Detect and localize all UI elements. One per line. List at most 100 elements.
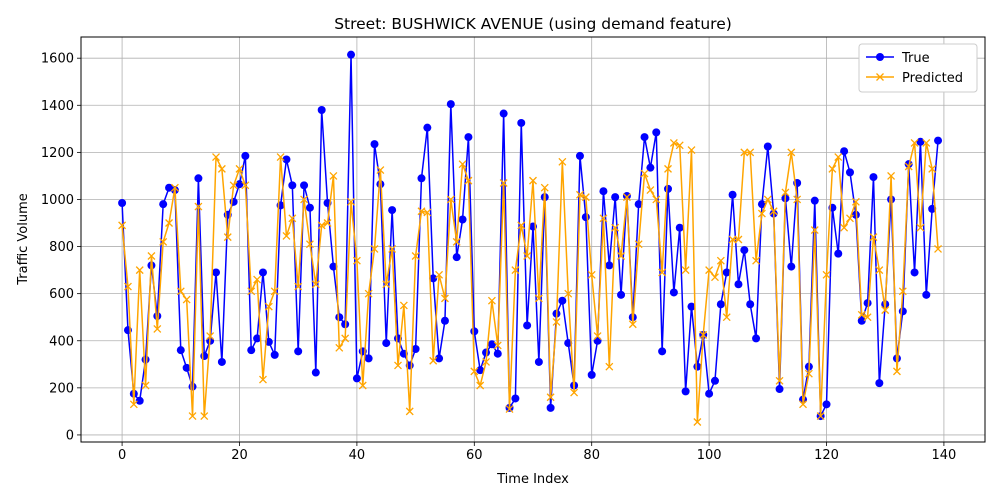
data-point-predicted <box>752 256 761 265</box>
data-point-true <box>646 163 655 172</box>
data-point-predicted <box>194 202 203 211</box>
data-point-predicted <box>799 400 807 409</box>
axis-ticks: 0 20 40 60 80 100 120 1400200400600800100012001… <box>41 52 956 463</box>
data-point-true <box>470 327 479 336</box>
data-point-true <box>875 379 884 388</box>
data-point-predicted <box>611 223 620 232</box>
data-point-predicted <box>282 232 291 240</box>
data-point-true <box>446 100 455 109</box>
data-point-predicted <box>376 166 385 174</box>
data-point-predicted <box>928 164 937 173</box>
data-point-predicted <box>711 273 719 282</box>
data-point-true <box>787 262 796 271</box>
data-point-predicted <box>664 164 672 173</box>
data-point-true <box>617 290 626 299</box>
data-point-true <box>476 366 485 375</box>
data-point-predicted <box>511 266 520 275</box>
data-point-true <box>687 302 696 311</box>
data-point-predicted <box>869 233 878 242</box>
data-point-true <box>857 316 866 325</box>
data-point-predicted <box>288 214 297 223</box>
data-point-true <box>934 136 943 145</box>
data-point-predicted <box>804 369 813 378</box>
data-point-predicted <box>499 179 508 187</box>
data-point-predicted <box>300 195 309 204</box>
data-point-predicted <box>247 287 256 296</box>
data-point-predicted <box>311 280 320 289</box>
data-point-predicted <box>417 207 426 216</box>
data-point-true <box>352 374 361 383</box>
x-tick-label: 20 <box>231 448 248 463</box>
data-point-predicted <box>863 313 872 322</box>
legend-predicted-marker <box>876 73 884 81</box>
data-point-true <box>834 249 843 258</box>
data-point-predicted <box>223 233 232 242</box>
data-point-predicted <box>534 294 543 303</box>
data-point-predicted <box>728 235 737 244</box>
data-point-predicted <box>546 393 555 402</box>
data-point-true <box>135 396 144 405</box>
data-point-predicted <box>165 219 174 227</box>
data-point-predicted <box>482 357 490 366</box>
data-point-true <box>382 339 391 348</box>
data-point-predicted <box>323 219 332 227</box>
data-point-predicted <box>587 270 596 279</box>
data-point-predicted <box>440 294 449 303</box>
data-point-predicted <box>904 162 913 171</box>
data-point-predicted <box>898 287 907 296</box>
data-point-predicted <box>851 197 860 206</box>
x-tick-label: 120 <box>814 448 839 463</box>
data-point-predicted <box>576 190 584 199</box>
data-point-predicted <box>399 301 408 310</box>
data-point-predicted <box>341 334 350 343</box>
data-point-predicted <box>570 388 579 397</box>
data-point-predicted <box>822 270 831 279</box>
data-point-predicted <box>411 252 420 260</box>
data-point-predicted <box>640 169 649 178</box>
data-point-predicted <box>793 195 802 204</box>
data-point-true <box>452 253 461 262</box>
data-point-predicted <box>681 266 690 275</box>
data-point-true <box>282 155 291 164</box>
data-point-true <box>517 118 526 127</box>
series-line-predicted <box>121 142 939 423</box>
data-point-predicted <box>423 208 432 217</box>
data-point-true <box>423 123 432 132</box>
data-point-predicted <box>722 313 731 322</box>
data-point-true <box>910 268 919 277</box>
data-point-predicted <box>458 160 467 169</box>
data-point-true <box>241 151 250 160</box>
data-point-predicted <box>388 244 397 253</box>
data-point-true <box>511 394 520 403</box>
data-point-predicted <box>129 400 138 409</box>
data-point-predicted <box>910 138 919 147</box>
data-point-true <box>564 339 573 348</box>
legend-true-marker <box>876 53 884 61</box>
data-point-true <box>435 354 444 363</box>
data-point-predicted <box>781 188 790 197</box>
data-point-true <box>640 133 649 142</box>
data-point-predicted <box>540 183 549 192</box>
data-point-predicted <box>746 148 755 157</box>
data-point-predicted <box>734 235 743 244</box>
data-point-true <box>763 142 772 151</box>
data-point-true <box>757 200 766 209</box>
data-point-true <box>329 262 338 271</box>
data-point-predicted <box>487 296 496 305</box>
data-point-predicted <box>705 266 714 275</box>
data-point-predicted <box>593 332 602 341</box>
data-point-predicted <box>775 376 784 385</box>
y-tick-label: 1600 <box>41 52 74 67</box>
x-tick-label: 140 <box>931 448 956 463</box>
data-point-predicted <box>840 223 849 232</box>
data-point-predicted <box>934 244 942 253</box>
data-point-predicted <box>669 138 678 147</box>
data-point-predicted <box>370 244 379 253</box>
data-point-true <box>587 370 596 379</box>
data-point-predicted <box>658 268 667 277</box>
data-point-predicted <box>135 266 144 275</box>
data-point-true <box>916 137 925 146</box>
data-point-predicted <box>270 287 279 296</box>
data-point-predicted <box>435 270 444 279</box>
data-point-predicted <box>176 287 185 296</box>
